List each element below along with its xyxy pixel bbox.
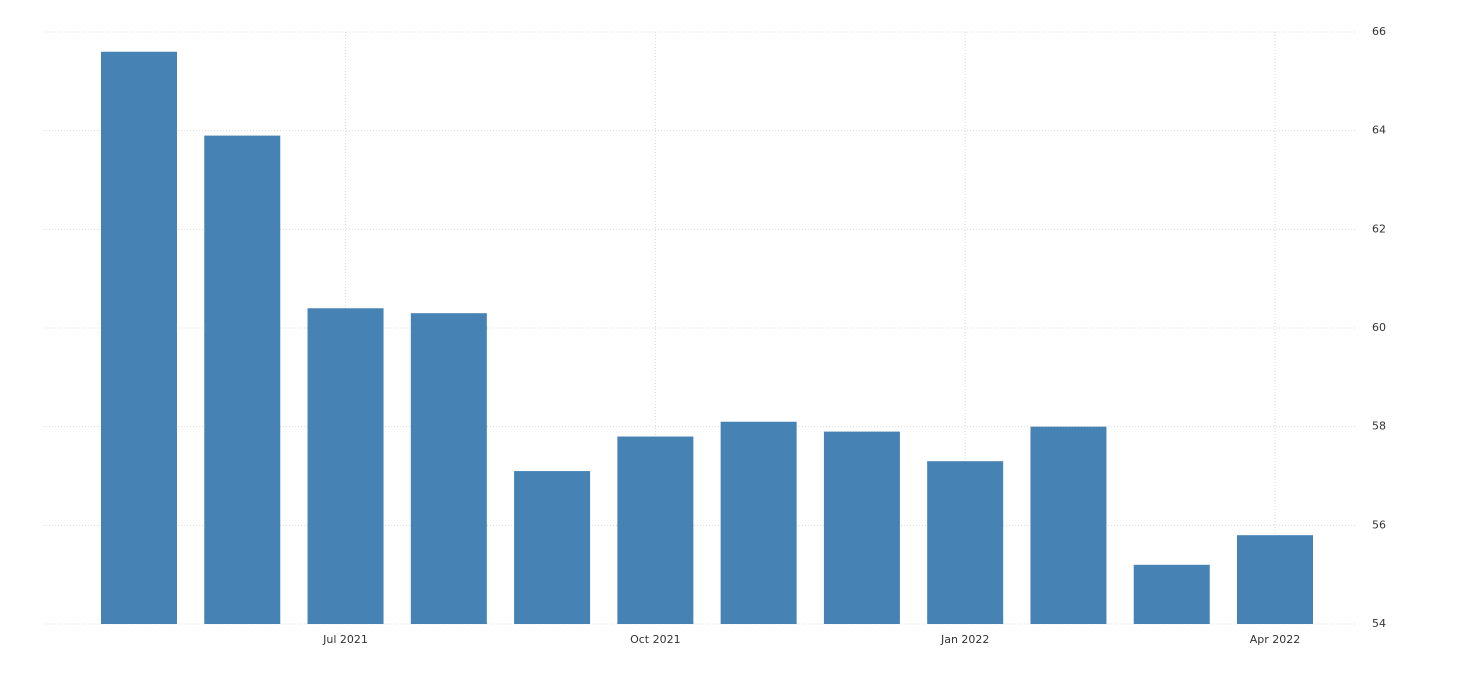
y-tick-label: 56 (1372, 518, 1386, 531)
bar (823, 431, 900, 624)
bar (410, 313, 487, 624)
bar (1133, 564, 1210, 624)
x-tick-label: Apr 2022 (1250, 633, 1301, 646)
bar (927, 461, 1004, 624)
bar (101, 51, 177, 624)
x-tick-label: Jul 2021 (322, 633, 368, 646)
y-tick-label: 62 (1372, 222, 1386, 235)
bar (1030, 426, 1107, 624)
y-tick-label: 66 (1372, 25, 1386, 38)
y-tick-label: 58 (1372, 420, 1386, 433)
y-tick-label: 60 (1372, 321, 1386, 334)
bar (514, 471, 591, 624)
y-tick-label: 64 (1372, 124, 1386, 137)
bar (307, 308, 384, 624)
bar (204, 135, 281, 624)
bar (617, 436, 694, 624)
bar (1237, 535, 1313, 624)
x-tick-label: Oct 2021 (630, 633, 681, 646)
x-tick-label: Jan 2022 (940, 633, 989, 646)
bar (720, 421, 797, 624)
y-tick-label: 54 (1372, 617, 1386, 630)
